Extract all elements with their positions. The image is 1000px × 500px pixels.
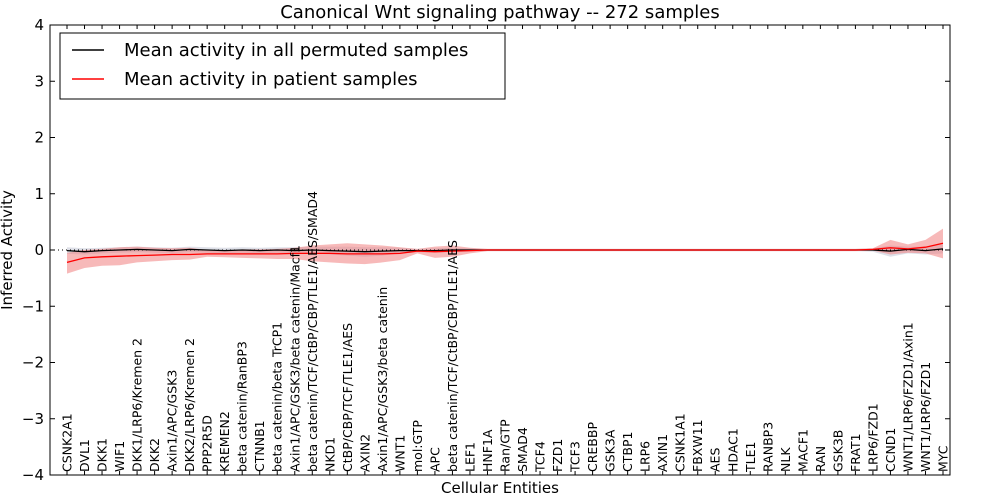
- x-tick-label: GSK3B: [830, 430, 845, 472]
- x-tick-label: MYC: [936, 445, 951, 472]
- x-tick-label: PPP2R5D: [200, 415, 215, 472]
- x-tick-label: TCF4: [533, 441, 548, 473]
- x-tick-label: CtBP/CBP/TCF/TLE1/AES: [340, 323, 355, 472]
- x-axis-ticks: CSNK2A1 DVL1 DKK1 WIF1 DKK1/LRP6/Kremen 2 DKK…: [60, 25, 951, 475]
- plot-frame: [49, 24, 951, 476]
- x-tick-label: SMAD4: [515, 427, 530, 472]
- x-tick-label: Axin1/APC/GSK3/beta catenin: [375, 287, 390, 472]
- y-axis-label: Inferred Activity: [0, 190, 16, 310]
- x-tick-label: CSNK1A1: [673, 413, 688, 472]
- chart-title: Canonical Wnt signaling pathway -- 272 s…: [280, 2, 720, 23]
- x-tick-label: RAN: [813, 446, 828, 472]
- line-patient: [66, 242, 944, 264]
- band-patient: [67, 228, 943, 274]
- x-tick-label: Ran/GTP: [498, 419, 513, 472]
- x-tick-label: WNT1: [392, 435, 407, 472]
- x-tick-label: DKK1/LRP6/Kremen 2: [130, 338, 145, 472]
- x-tick-label: WNT1/LRP6/FZD1: [918, 362, 933, 472]
- x-tick-label: GSK3A: [603, 429, 618, 472]
- x-tick-label: NLK: [778, 447, 793, 472]
- x-tick-label: TLE1: [743, 442, 758, 473]
- x-tick-label: beta catenin/RanBP3: [235, 341, 250, 472]
- x-axis-label: Cellular Entities: [441, 479, 559, 497]
- y-axis-ticks: −4 −3 −2 −1 0 1 2 3 4: [22, 16, 950, 484]
- y-tick-label: −4: [22, 466, 44, 484]
- x-tick-label: Axin1/APC/GSK3/beta catenin/Macf1: [287, 245, 302, 472]
- legend-label-permuted: Mean activity in all permuted samples: [124, 40, 468, 61]
- x-tick-label: DKK1: [95, 438, 110, 472]
- y-tick-label: 3: [34, 72, 44, 90]
- x-tick-label: HNF1A: [480, 429, 495, 472]
- x-tick-label: WNT1/LRP6/FZD1/Axin1: [900, 322, 915, 472]
- x-tick-label: NKD1: [322, 437, 337, 472]
- legend-label-patient: Mean activity in patient samples: [124, 69, 418, 90]
- x-tick-label: CREBBP: [585, 422, 600, 472]
- x-tick-label: AXIN2: [357, 434, 372, 472]
- x-tick-label: FRAT1: [848, 433, 863, 472]
- series-lines: [66, 242, 944, 264]
- x-tick-label: LEF1: [462, 442, 477, 472]
- y-tick-label: 0: [34, 241, 44, 259]
- x-tick-label: Axin1/APC/GSK3: [165, 370, 180, 472]
- x-tick-label: beta catenin/TCF/CtBP/CBP/TLE1/AES: [445, 240, 460, 472]
- legend: Mean activity in all permuted samples Me…: [59, 32, 506, 100]
- x-tick-label: mol:GTP: [410, 420, 425, 472]
- x-tick-label: LRP6: [638, 441, 653, 472]
- y-tick-label: −2: [22, 354, 44, 372]
- y-tick-label: −1: [22, 297, 44, 315]
- x-tick-label: DVL1: [77, 439, 92, 472]
- y-tick-label: −3: [22, 410, 44, 428]
- x-tick-label: APC: [427, 447, 442, 472]
- x-tick-label: KREMEN2: [217, 411, 232, 472]
- x-tick-label: FBXW11: [690, 419, 705, 472]
- x-tick-label: FZD1: [550, 439, 565, 472]
- x-tick-label: AES: [708, 448, 723, 472]
- confidence-bands: [67, 228, 943, 274]
- x-tick-label: CCND1: [883, 428, 898, 472]
- x-tick-label: WIF1: [112, 441, 127, 472]
- x-tick-label: RANBP3: [760, 422, 775, 472]
- y-tick-label: 1: [34, 185, 44, 203]
- x-tick-label: CSNK2A1: [60, 413, 75, 472]
- x-tick-label: beta catenin/beta TrCP1: [270, 322, 285, 472]
- x-tick-label: TCF3: [568, 441, 583, 473]
- x-tick-label: AXIN1: [655, 434, 670, 472]
- x-tick-label: DKK2: [147, 438, 162, 472]
- x-tick-label: DKK2/LRP6/Kremen 2: [182, 338, 197, 472]
- x-tick-label: MACF1: [795, 429, 810, 472]
- y-tick-label: 2: [34, 129, 44, 147]
- legend-box: [59, 32, 506, 100]
- y-tick-label: 4: [34, 16, 44, 34]
- x-tick-label: LRP6/FZD1: [865, 403, 880, 472]
- x-tick-label: CTNNB1: [252, 420, 267, 472]
- x-tick-label: beta catenin/TCF/CtBP/CBP/TLE1/AES/SMAD4: [305, 191, 320, 472]
- x-tick-label: HDAC1: [725, 428, 740, 472]
- x-tick-label: CTBP1: [620, 432, 635, 472]
